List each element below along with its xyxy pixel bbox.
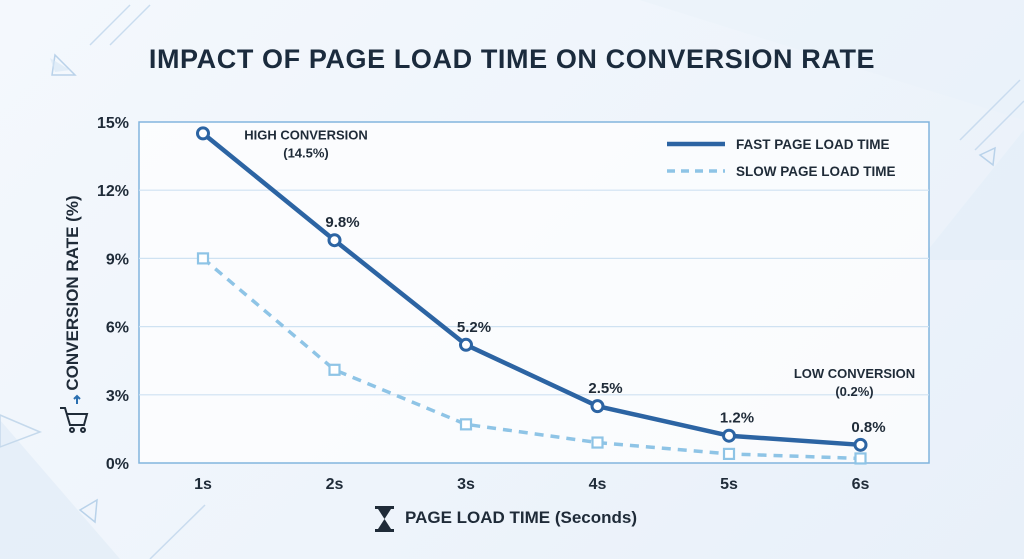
point-fast <box>853 437 868 452</box>
point-slow <box>196 252 210 265</box>
data-label: 5.2% <box>457 319 491 336</box>
data-label: 0.8% <box>851 419 885 436</box>
point-fast <box>459 337 473 352</box>
data-label: 9.8% <box>325 214 359 231</box>
point-slow <box>328 363 341 376</box>
y-tick-label: 6% <box>106 320 129 337</box>
point-slow <box>591 436 604 449</box>
annotation-label: (14.5%) <box>283 145 329 160</box>
annotation-label: HIGH CONVERSION <box>244 127 368 142</box>
point-fast <box>196 126 210 141</box>
point-fast <box>590 399 605 414</box>
legend: FAST PAGE LOAD TIME SLOW PAGE LOAD TIME <box>667 137 896 179</box>
plot-area <box>138 121 930 464</box>
x-tick-label: 2s <box>326 476 344 493</box>
legend-label-slow: SLOW PAGE LOAD TIME <box>736 164 896 179</box>
legend-label-fast: FAST PAGE LOAD TIME <box>736 137 890 152</box>
y-tick-label: 0% <box>106 456 129 473</box>
x-tick-label: 5s <box>720 476 738 493</box>
point-fast <box>722 428 736 443</box>
x-axis-title: PAGE LOAD TIME (Seconds) <box>405 508 638 527</box>
data-label: 2.5% <box>588 380 622 397</box>
y-tick-label: 15% <box>97 115 129 132</box>
x-tick-label: 4s <box>589 476 607 493</box>
point-slow <box>722 447 736 461</box>
chart-title: IMPACT OF PAGE LOAD TIME ON CONVERSION R… <box>148 44 876 74</box>
y-tick-label: 9% <box>106 251 129 268</box>
x-tick-label: 1s <box>194 476 212 493</box>
cart-icon <box>60 394 89 433</box>
y-tick-label: 12% <box>97 183 129 200</box>
y-tick-label: 3% <box>106 388 129 405</box>
point-fast <box>327 233 342 248</box>
data-label: 1.2% <box>720 410 754 427</box>
annotation-label: LOW CONVERSION <box>794 366 915 381</box>
x-tick-label: 3s <box>457 476 475 493</box>
annotation-label: (0.2%) <box>835 384 873 399</box>
series-line-fast <box>201 131 861 448</box>
x-tick-label: 6s <box>852 476 870 493</box>
point-slow <box>854 452 867 465</box>
hourglass-icon <box>375 506 394 532</box>
y-axis-title: CONVERSION RATE (%) <box>63 195 82 390</box>
point-slow <box>459 418 473 431</box>
